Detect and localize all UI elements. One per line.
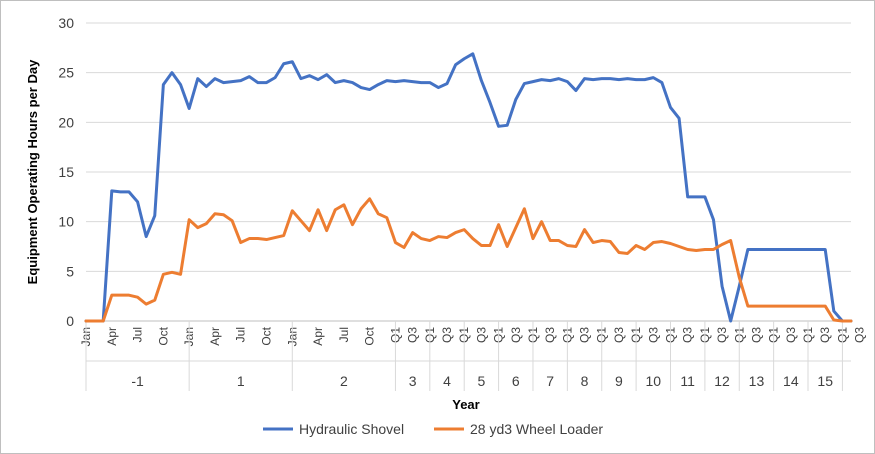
y-tick-label: 0 bbox=[66, 313, 74, 329]
x-tick-label: Q3 bbox=[406, 327, 420, 343]
x-tick-label: Q3 bbox=[784, 327, 798, 343]
series-line-hydraulic-shovel bbox=[84, 52, 853, 323]
year-label: 12 bbox=[714, 373, 730, 389]
x-tick-label: Q3 bbox=[440, 327, 454, 343]
x-tick-label: Q3 bbox=[749, 327, 763, 343]
year-label: 9 bbox=[615, 373, 623, 389]
x-tick-label: Jul bbox=[234, 327, 248, 342]
legend-label: Hydraulic Shovel bbox=[299, 421, 404, 437]
year-label: 11 bbox=[680, 373, 695, 389]
year-label: 10 bbox=[646, 373, 662, 389]
x-tick-label: Q3 bbox=[715, 327, 729, 343]
y-tick-label: 20 bbox=[58, 114, 74, 130]
x-tick-label: Oct bbox=[156, 326, 170, 345]
x-tick-label: Oct bbox=[260, 326, 274, 345]
year-label: 2 bbox=[340, 373, 348, 389]
x-tick-label: Jul bbox=[337, 327, 351, 342]
x-tick-label: Q3 bbox=[646, 327, 660, 343]
x-tick-label: Q3 bbox=[509, 327, 523, 343]
legend-label: 28 yd3 Wheel Loader bbox=[470, 421, 603, 437]
year-label: 14 bbox=[783, 373, 799, 389]
x-tick-label: Apr bbox=[105, 327, 119, 346]
x-tick-label: Jul bbox=[131, 327, 145, 342]
y-tick-label: 5 bbox=[66, 263, 74, 279]
year-label: -1 bbox=[131, 373, 144, 389]
year-label: 3 bbox=[409, 373, 417, 389]
year-label: 7 bbox=[546, 373, 554, 389]
y-tick-label: 15 bbox=[58, 164, 74, 180]
x-tick-label: Q3 bbox=[578, 327, 592, 343]
year-label: 6 bbox=[512, 373, 520, 389]
x-tick-label: Q3 bbox=[612, 327, 626, 343]
series-line-wheel-loader bbox=[84, 197, 853, 323]
year-label: 4 bbox=[443, 373, 451, 389]
year-label: 5 bbox=[477, 373, 485, 389]
x-axis-title: Year bbox=[452, 397, 479, 412]
year-label: 13 bbox=[749, 373, 765, 389]
y-tick-label: 30 bbox=[58, 15, 74, 31]
x-tick-label: Apr bbox=[311, 327, 325, 346]
x-tick-label: Q3 bbox=[818, 327, 832, 343]
x-tick-label: Q3 bbox=[681, 327, 695, 343]
y-tick-label: 25 bbox=[58, 65, 74, 81]
x-tick-label: Apr bbox=[208, 327, 222, 346]
x-tick-label: Q3 bbox=[543, 327, 557, 343]
x-tick-label: Q3 bbox=[474, 327, 488, 343]
x-tick-label: Oct bbox=[363, 326, 377, 345]
year-label: 1 bbox=[237, 373, 245, 389]
year-label: 8 bbox=[581, 373, 589, 389]
year-label: 15 bbox=[817, 373, 833, 389]
y-axis-title: Equipment Operating Hours per Day bbox=[25, 59, 40, 284]
x-tick-label: Q3 bbox=[853, 327, 867, 343]
y-tick-label: 10 bbox=[58, 214, 74, 230]
